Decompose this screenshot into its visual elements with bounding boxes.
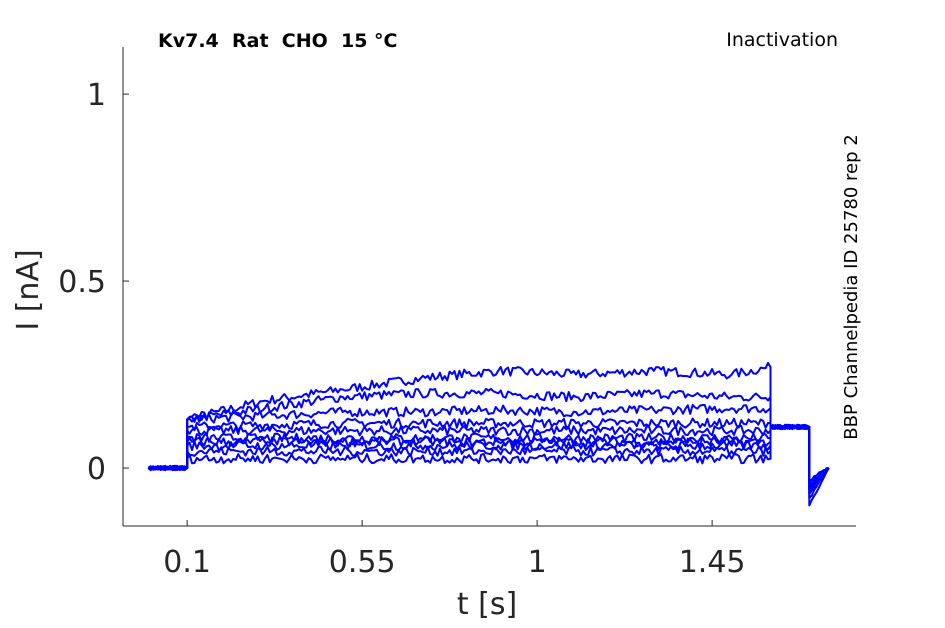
current-trace-6 (147, 423, 830, 488)
chart-title: Kv7.4 Rat CHO 15 °C (158, 30, 398, 52)
x-ticks: 0.1 0.55 1 1.45 (163, 520, 746, 580)
current-trace-9 (148, 423, 829, 484)
current-trace-4 (147, 417, 830, 492)
x-tick-label: 0.55 (329, 545, 396, 580)
y-axis-label: I [nA] (11, 249, 46, 330)
x-tick-label: 1.45 (679, 545, 746, 580)
x-tick-label: 1 (528, 545, 547, 580)
traces (147, 361, 830, 507)
y-ticks: 00.51 (58, 78, 129, 487)
current-trace-10 (147, 423, 830, 481)
protocol-label: Inactivation (726, 29, 838, 51)
x-tick-label: 0.1 (163, 545, 211, 580)
y-tick-label: 1 (87, 78, 106, 113)
current-trace-5 (147, 424, 830, 492)
y-tick-label: 0 (87, 452, 106, 487)
current-trace-3 (147, 403, 830, 496)
x-axis-label: t [s] (457, 587, 517, 622)
side-label: BBP Channelpedia ID 25780 rep 2 (841, 134, 862, 439)
current-trace-7 (148, 423, 830, 488)
y-tick-label: 0.5 (58, 265, 106, 300)
current-trace-1 (147, 361, 830, 507)
